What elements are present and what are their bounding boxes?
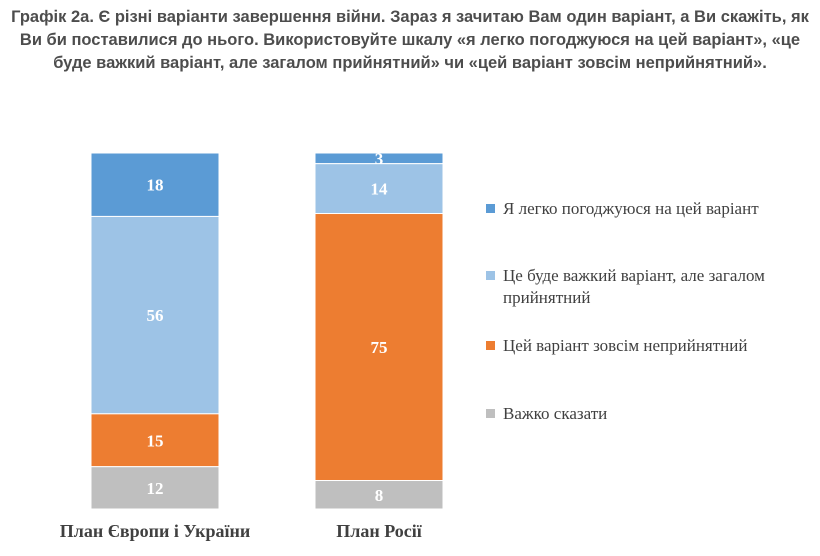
- data-label: 8: [375, 486, 384, 505]
- legend-label: Я легко погоджуюся на цей варіант: [503, 199, 759, 218]
- category-label: План Європи і України: [60, 521, 251, 541]
- chart-title: Графік 2а. Є різні варіанти завершення в…: [11, 8, 809, 72]
- data-label: 3: [375, 149, 384, 168]
- bar-segment: [90, 466, 220, 510]
- data-label: 14: [371, 180, 389, 199]
- data-label: 12: [147, 479, 164, 498]
- bar-segment: [314, 213, 444, 482]
- legend-swatch: [486, 204, 495, 213]
- bar-segment: [90, 152, 220, 217]
- bar-segment: [314, 480, 444, 510]
- legend-swatch: [486, 271, 495, 280]
- data-label: 18: [147, 176, 164, 195]
- legend-label: Важко сказати: [503, 404, 608, 423]
- bar-segment: [90, 413, 220, 468]
- bar-segment: [90, 215, 220, 415]
- data-label: 75: [371, 338, 388, 357]
- bar-segment: [314, 163, 444, 215]
- legend-label: Це буде важкий варіант, але загалом прий…: [503, 266, 765, 307]
- data-label: 15: [147, 431, 164, 450]
- legend-swatch: [486, 409, 495, 418]
- category-label: План Росії: [336, 521, 423, 541]
- legend-swatch: [486, 341, 495, 350]
- data-label: 56: [147, 306, 164, 325]
- legend-label: Цей варіант зовсім неприйнятний: [503, 336, 748, 355]
